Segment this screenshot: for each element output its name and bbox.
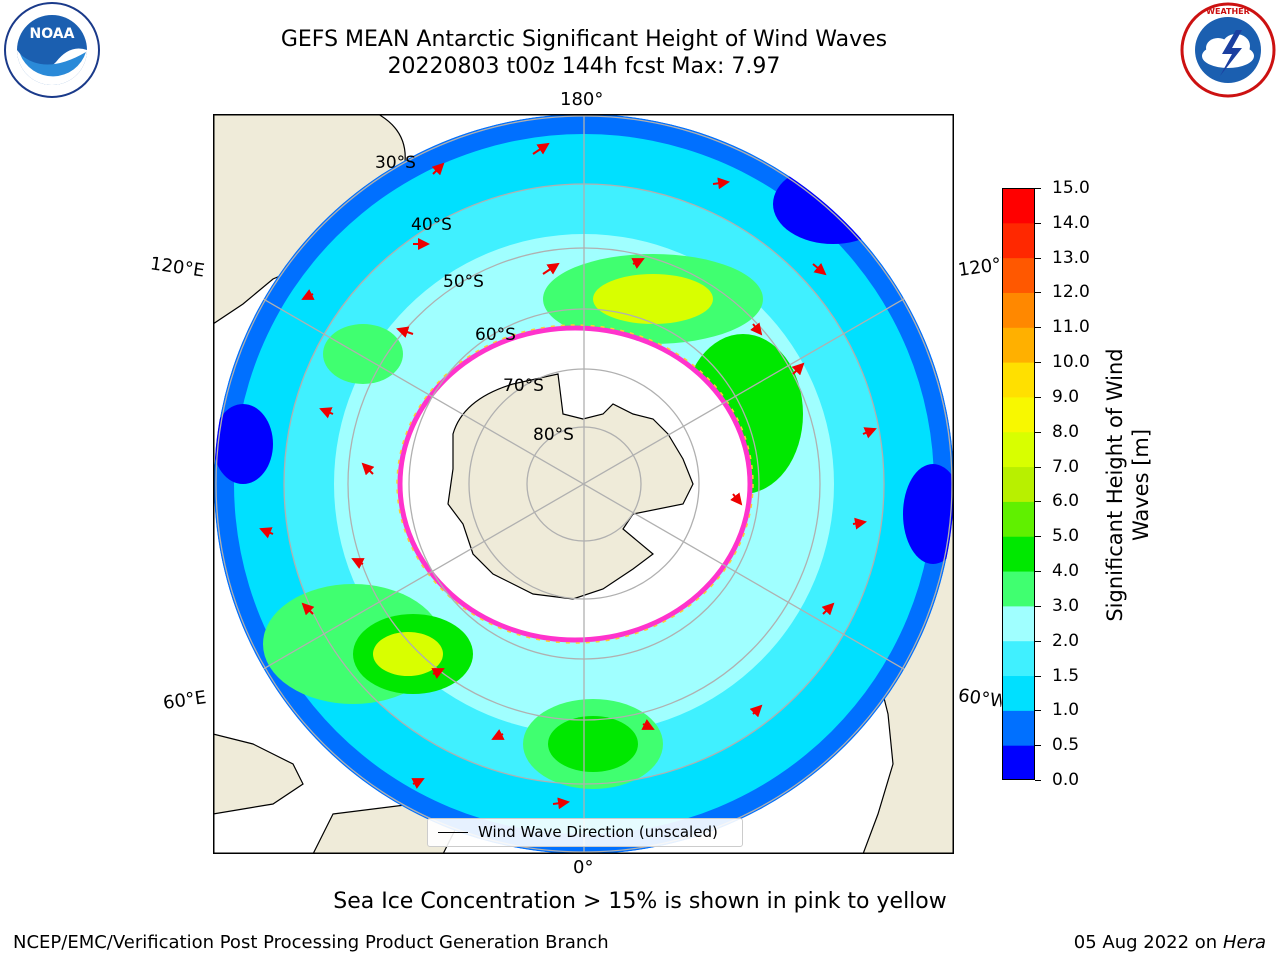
colorbar-tick-mark (1035, 396, 1041, 398)
lon-label-180: 180° (560, 89, 604, 110)
colorbar-segment (1002, 640, 1035, 677)
title-line-2: 20220803 t00z 144h fcst Max: 7.97 (387, 54, 781, 79)
lon-label-60e: 60°E (161, 687, 208, 714)
colorbar-tick-mark (1035, 780, 1041, 781)
colorbar-tick-label: 14.0 (1052, 212, 1090, 233)
colorbar-segment (1002, 188, 1035, 224)
colorbar-tick-mark (1035, 571, 1041, 573)
colorbar-tick-label: 3.0 (1052, 595, 1080, 616)
legend-line-swatch (438, 832, 468, 833)
africa-land (213, 733, 304, 815)
colorbar-tick-mark (1035, 605, 1041, 607)
colorbar-segment (1002, 431, 1035, 468)
colorbar-tick-label: 13.0 (1052, 247, 1090, 268)
colorbar-tick-label: 1.0 (1052, 700, 1080, 721)
colorbar-segment (1002, 257, 1035, 293)
colorbar-tick-label: 1.5 (1052, 665, 1080, 686)
colorbar-tick-label: 11.0 (1052, 317, 1090, 338)
date-line: 05 Aug 2022 on Hera (1073, 932, 1266, 953)
colorbar-tick-mark (1035, 257, 1041, 259)
colorbar-segment (1002, 710, 1035, 746)
colorbar-segment (1002, 501, 1035, 537)
colorbar-segment (1002, 292, 1035, 328)
colorbar-tick-mark (1035, 745, 1041, 747)
colorbar-tick-label: 4.0 (1052, 561, 1080, 582)
colorbar-tick-label: 6.0 (1052, 491, 1080, 512)
antarctica-land (447, 373, 694, 600)
lon-label-120w: 120°W (956, 254, 1004, 281)
colorbar-tick-mark (1035, 222, 1041, 224)
colorbar-tick-mark (1035, 710, 1041, 712)
noaa-logo: NOAA (4, 2, 100, 98)
colorbar-segment (1002, 466, 1035, 502)
lon-label-0: 0° (573, 857, 594, 878)
colorbar-tick-mark (1035, 466, 1041, 468)
wave-height-map: 30°S 40°S 50°S 60°S 70°S 80°S (213, 114, 954, 854)
lat-label-80: 80°S (533, 425, 574, 445)
sea-ice-note: Sea Ice Concentration > 15% is shown in … (333, 889, 947, 914)
colorbar-tick-label: 12.0 (1052, 282, 1090, 303)
lon-label-120e: 120°E (148, 253, 206, 282)
colorbar (1002, 188, 1035, 780)
svg-text:WEATHER: WEATHER (1206, 7, 1250, 16)
colorbar-tick-mark (1035, 536, 1041, 538)
colorbar-tick-mark (1035, 640, 1041, 642)
colorbar-tick-mark (1035, 188, 1041, 189)
colorbar-segment (1002, 571, 1035, 607)
colorbar-segment (1002, 536, 1035, 572)
lat-label-70: 70°S (503, 376, 544, 396)
lon-label-60w: 60°W (956, 685, 1004, 712)
colorbar-segment (1002, 396, 1035, 433)
colorbar-tick-label: 10.0 (1052, 352, 1090, 373)
title-line-1: GEFS MEAN Antarctic Significant Height o… (280, 27, 888, 52)
lat-label-50: 50°S (443, 272, 484, 292)
credit-line: NCEP/EMC/Verification Post Processing Pr… (13, 932, 609, 953)
colorbar-tick-mark (1035, 431, 1041, 433)
colorbar-tick-label: 15.0 (1052, 178, 1090, 198)
colorbar-tick-label: 9.0 (1052, 386, 1080, 407)
nws-logo: WEATHER (1180, 2, 1276, 98)
colorbar-segment (1002, 745, 1035, 780)
colorbar-tick-mark (1035, 292, 1041, 294)
lat-label-60: 60°S (475, 325, 516, 345)
legend-label: Wind Wave Direction (unscaled) (478, 823, 718, 841)
colorbar-tick-label: 0.5 (1052, 735, 1080, 756)
colorbar-tick-mark (1035, 501, 1041, 503)
colorbar-label: Significant Height of Wind Waves [m] (1103, 348, 1153, 622)
colorbar-tick-mark (1035, 362, 1041, 364)
lat-label-40: 40°S (411, 215, 452, 235)
colorbar-segment (1002, 605, 1035, 642)
map-legend: Wind Wave Direction (unscaled) (427, 818, 743, 847)
lat-label-30: 30°S (375, 153, 416, 173)
colorbar-segment (1002, 222, 1035, 259)
colorbar-segment (1002, 327, 1035, 363)
colorbar-tick-label: 5.0 (1052, 526, 1080, 547)
colorbar-tick-label: 7.0 (1052, 456, 1080, 477)
colorbar-tick-mark (1035, 327, 1041, 329)
colorbar-tick-label: 2.0 (1052, 630, 1080, 651)
colorbar-tick-label: 0.0 (1052, 770, 1080, 790)
colorbar-segment (1002, 362, 1035, 398)
colorbar-tick-label: 8.0 (1052, 421, 1080, 442)
colorbar-tick-mark (1035, 675, 1041, 677)
noaa-wordmark: NOAA (30, 26, 75, 42)
colorbar-segment (1002, 675, 1035, 711)
